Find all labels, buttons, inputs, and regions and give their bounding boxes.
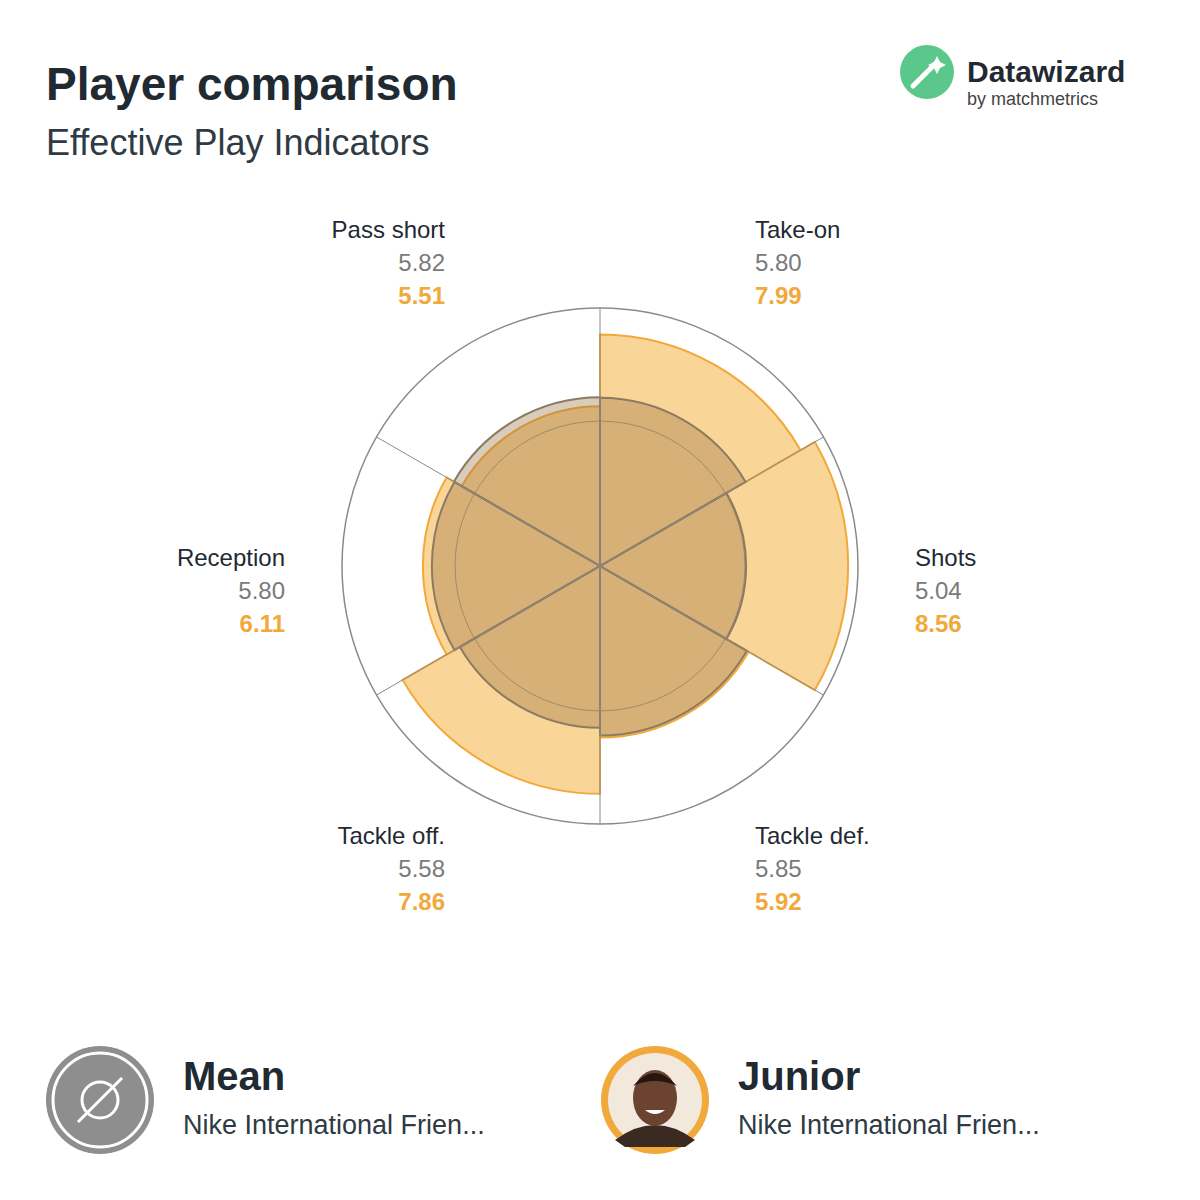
- logo: Datawizardby matchmetrics: [900, 45, 1125, 109]
- legend-item: Junior Nike International Frien...: [601, 1046, 1040, 1154]
- category-label: Tackle def.: [755, 822, 870, 849]
- sector-label: Tackle def. 5.85 5.92: [755, 822, 870, 915]
- legend-photo-shirt: [615, 1125, 695, 1147]
- category-label: Tackle off.: [337, 822, 445, 849]
- divider: [600, 566, 823, 695]
- category-label: Pass short: [332, 216, 446, 243]
- legend-icon: [601, 1046, 709, 1154]
- legend-icon-ring: [53, 1053, 147, 1147]
- value-label: 6.11: [240, 610, 285, 637]
- legend-icon: [46, 1046, 154, 1154]
- value-label: 7.99: [755, 282, 802, 309]
- value-label: 5.04: [915, 577, 962, 604]
- logo-icon: [900, 45, 954, 99]
- value-label: 5.92: [755, 888, 802, 915]
- sector-label: Shots 5.04 8.56: [915, 544, 976, 637]
- value-label: 5.80: [238, 577, 285, 604]
- divider: [377, 566, 600, 695]
- legend-sublabel: Nike International Frien...: [183, 1110, 485, 1140]
- value-label: 5.58: [398, 855, 445, 882]
- divider: [600, 566, 601, 824]
- value-label: 5.80: [755, 249, 802, 276]
- legend-label: Mean: [183, 1054, 285, 1098]
- legend-photo-hair: [633, 1073, 677, 1086]
- outer-ring: [342, 308, 858, 824]
- brand-tagline: by matchmetrics: [967, 89, 1098, 109]
- sector: [600, 566, 747, 736]
- legend-label: Junior: [738, 1054, 860, 1098]
- category-label: Shots: [915, 544, 976, 571]
- chart: Player comparison Effective Play Indicato…: [0, 0, 1200, 1200]
- value-label: 5.85: [755, 855, 802, 882]
- value-label: 8.56: [915, 610, 962, 637]
- sector-label: Reception 5.80 6.11: [177, 544, 285, 637]
- legend-sublabel: Nike International Frien...: [738, 1110, 1040, 1140]
- legend-item: Mean Nike International Frien...: [46, 1046, 485, 1154]
- plot-bg: [342, 308, 858, 824]
- legend-icon-symbol: [78, 1078, 122, 1122]
- value-label: 7.86: [398, 888, 445, 915]
- category-label: Take-on: [755, 216, 840, 243]
- divider: [600, 308, 601, 566]
- value-label: 5.82: [398, 249, 445, 276]
- value-label: 5.51: [398, 282, 445, 309]
- logo-star: [928, 56, 946, 74]
- divider: [377, 437, 600, 566]
- divider: [600, 437, 823, 566]
- sector-label: Pass short 5.82 5.51: [332, 216, 446, 309]
- sector-label: Take-on 5.80 7.99: [755, 216, 840, 309]
- legend-photo-bg: [608, 1053, 702, 1147]
- title: Player comparison: [46, 58, 458, 110]
- legend-photo-smile: [645, 1110, 665, 1114]
- brand-name: Datawizard: [967, 55, 1125, 88]
- category-label: Reception: [177, 544, 285, 571]
- series-1: [403, 334, 848, 793]
- subtitle: Effective Play Indicators: [46, 122, 430, 163]
- series-0: [432, 397, 747, 735]
- sector-label: Tackle off. 5.58 7.86: [337, 822, 445, 915]
- legend-photo-face: [633, 1070, 677, 1126]
- marks: [403, 334, 848, 793]
